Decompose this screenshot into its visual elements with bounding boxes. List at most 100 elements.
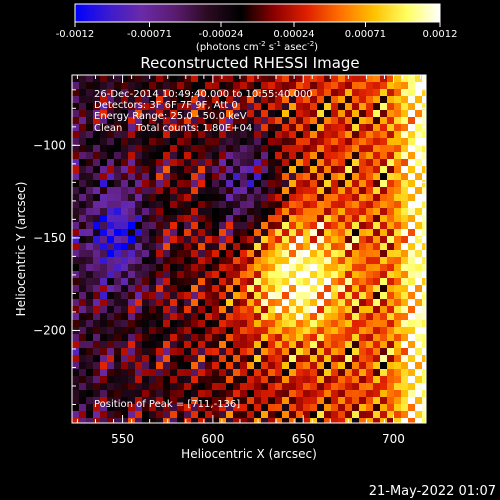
heatmap-cell <box>401 341 408 348</box>
heatmap-cell <box>422 131 426 138</box>
heatmap-cell <box>170 271 177 278</box>
heatmap-cell <box>79 173 86 180</box>
heatmap-cell <box>240 411 247 418</box>
heatmap-cell <box>254 243 261 250</box>
heatmap-cell <box>275 187 282 194</box>
heatmap-cell <box>86 292 93 299</box>
heatmap-cell <box>310 145 317 152</box>
heatmap-cell <box>359 103 366 110</box>
heatmap-cell <box>163 194 170 201</box>
heatmap-cell <box>394 299 401 306</box>
heatmap-cell <box>121 131 128 138</box>
heatmap-cell <box>212 96 219 103</box>
heatmap-cell <box>296 278 303 285</box>
heatmap-cell <box>359 194 366 201</box>
heatmap-cell <box>345 271 352 278</box>
heatmap-cell <box>156 152 163 159</box>
heatmap-cell <box>282 103 289 110</box>
heatmap-cell <box>394 194 401 201</box>
heatmap-cell <box>163 341 170 348</box>
heatmap-cell <box>156 411 163 418</box>
heatmap-cell <box>191 187 198 194</box>
heatmap-cell <box>380 250 387 257</box>
heatmap-cell <box>275 271 282 278</box>
heatmap-cell <box>268 397 275 404</box>
heatmap-cell <box>352 250 359 257</box>
heatmap-cell <box>303 152 310 159</box>
heatmap-cell <box>198 257 205 264</box>
heatmap-cell <box>387 236 394 243</box>
heatmap-cell <box>142 75 149 82</box>
heatmap-cell <box>303 187 310 194</box>
heatmap-cell <box>359 292 366 299</box>
heatmap-cell <box>142 117 149 124</box>
heatmap-cell <box>282 124 289 131</box>
heatmap-cell <box>72 124 79 131</box>
heatmap-cell <box>373 82 380 89</box>
heatmap-cell <box>338 187 345 194</box>
heatmap-cell <box>331 222 338 229</box>
heatmap-cell <box>261 124 268 131</box>
heatmap-cell <box>408 257 415 264</box>
heatmap-cell <box>289 271 296 278</box>
heatmap-cell <box>128 180 135 187</box>
heatmap-cell <box>408 278 415 285</box>
heatmap-cell <box>212 173 219 180</box>
heatmap-cell <box>212 152 219 159</box>
heatmap-cell <box>219 208 226 215</box>
heatmap-cell <box>100 306 107 313</box>
heatmap-cell <box>247 110 254 117</box>
heatmap-cell <box>394 82 401 89</box>
heatmap-cell <box>128 194 135 201</box>
heatmap-cell <box>415 369 422 376</box>
heatmap-cell <box>93 411 100 418</box>
heatmap-cell <box>310 341 317 348</box>
y-tick-label: −150 <box>33 231 66 245</box>
heatmap-cell <box>317 250 324 257</box>
heatmap-cell <box>156 327 163 334</box>
heatmap-cell <box>170 355 177 362</box>
heatmap-cell <box>401 180 408 187</box>
heatmap-cell <box>401 201 408 208</box>
heatmap-cell <box>114 103 121 110</box>
heatmap-cell <box>72 173 79 180</box>
heatmap-cell <box>226 271 233 278</box>
heatmap-cell <box>100 138 107 145</box>
heatmap-cell <box>191 306 198 313</box>
heatmap-cell <box>86 355 93 362</box>
heatmap-cell <box>184 208 191 215</box>
heatmap-cell <box>254 194 261 201</box>
heatmap-cell <box>338 327 345 334</box>
heatmap-cell <box>366 341 373 348</box>
heatmap-cell <box>100 96 107 103</box>
heatmap-cell <box>422 355 426 362</box>
heatmap-cell <box>289 348 296 355</box>
heatmap-cell <box>408 390 415 397</box>
heatmap-cell <box>394 243 401 250</box>
heatmap-cell <box>184 215 191 222</box>
heatmap-cell <box>366 103 373 110</box>
heatmap-cell <box>72 383 79 390</box>
heatmap-cell <box>324 355 331 362</box>
heatmap-cell <box>163 299 170 306</box>
heatmap-cell <box>247 236 254 243</box>
heatmap-cell <box>261 138 268 145</box>
heatmap-cell <box>149 271 156 278</box>
heatmap-cell <box>226 390 233 397</box>
heatmap-cell <box>324 271 331 278</box>
heatmap-cell <box>268 250 275 257</box>
heatmap-cell <box>121 236 128 243</box>
heatmap-cell <box>184 194 191 201</box>
heatmap-cell <box>296 194 303 201</box>
heatmap-cell <box>401 145 408 152</box>
heatmap-cell <box>310 334 317 341</box>
heatmap-cell <box>352 271 359 278</box>
heatmap-cell <box>184 327 191 334</box>
heatmap-cell <box>163 103 170 110</box>
heatmap-cell <box>275 229 282 236</box>
heatmap-cell <box>268 383 275 390</box>
heatmap-cell <box>422 418 426 423</box>
heatmap-cell <box>135 383 142 390</box>
heatmap-cell <box>373 229 380 236</box>
